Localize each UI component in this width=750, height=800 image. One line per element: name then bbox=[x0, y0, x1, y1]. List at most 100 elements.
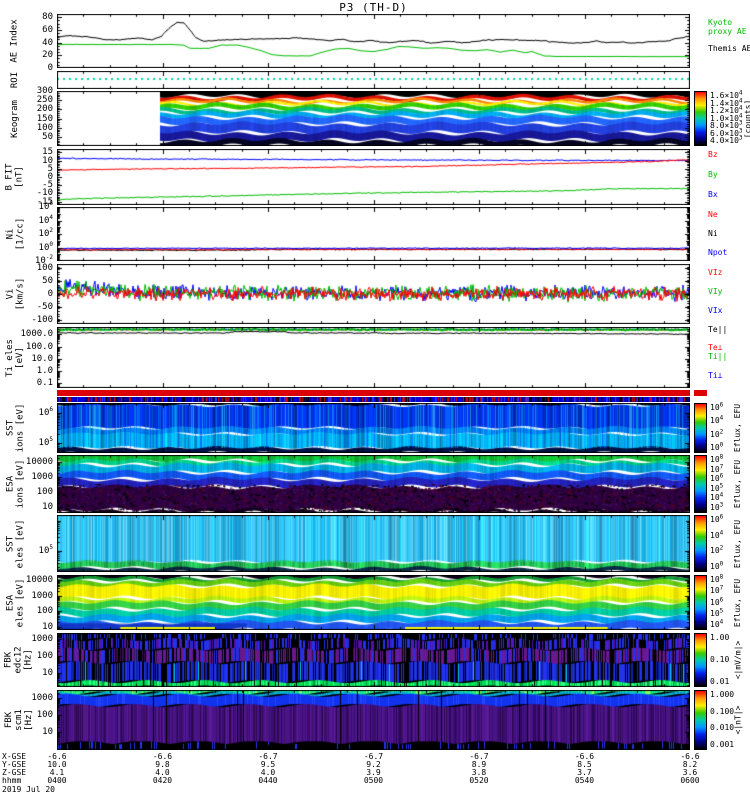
colorbar-unit-esa_ions: Eflux, EFU bbox=[733, 459, 743, 509]
ephemeris-value-y-gse-6: 8.2 bbox=[682, 760, 698, 769]
colorbar-tick-label-keogram: 6.0×103 bbox=[710, 126, 743, 138]
ytick-label-keogram: 100 bbox=[36, 122, 53, 133]
colorbar-unit-esa_eles: Eflux, EFU bbox=[733, 578, 743, 627]
ytick-label-sst_ions: 106 bbox=[38, 405, 53, 418]
ephemeris-value-y-gse-0: 10.0 bbox=[47, 760, 67, 769]
ephemeris-value-hhmm-0: 0400 bbox=[47, 776, 67, 785]
ytick-label-fbk2: 1000 bbox=[31, 693, 53, 704]
colorbar-tick-label-sst_eles: 102 bbox=[710, 544, 724, 556]
ytick-label-ae: 40 bbox=[42, 37, 53, 48]
legend-kyoto: Kyoto proxy AE bbox=[708, 18, 747, 36]
legend-te: Te|| bbox=[708, 325, 728, 334]
ytick-label-bfit: 10 bbox=[42, 155, 53, 166]
ephemeris-value-hhmm-6: 0600 bbox=[680, 776, 700, 785]
ephemeris-value-x-gse-1: -6.6 bbox=[152, 752, 173, 761]
ytick-label-temp: 100.0 bbox=[25, 341, 53, 352]
ephemeris-value-hhmm-5: 0540 bbox=[574, 776, 595, 785]
panel-canvas-flag_multi bbox=[57, 397, 690, 402]
ephemeris-value-y-gse-4: 8.9 bbox=[471, 760, 487, 769]
ephemeris-value-z-gse-0: 4.1 bbox=[49, 768, 65, 777]
legend-bx: Bx bbox=[708, 190, 718, 199]
colorbar-tick-label-sst_ions: 100 bbox=[710, 441, 724, 452]
ytick-label-vi: 0 bbox=[47, 289, 53, 299]
ytick-label-bfit: -10 bbox=[36, 188, 53, 199]
ytick-label-ni: 100 bbox=[38, 240, 53, 253]
ytick-label-ni: 102 bbox=[38, 227, 53, 239]
colorbar-tick-label-sst_ions: 104 bbox=[710, 414, 724, 426]
legend-vix: VIx bbox=[708, 306, 723, 315]
ytick-label-temp: 1.0 bbox=[36, 365, 53, 376]
legend-te: Te⊥ bbox=[708, 343, 723, 352]
legend-viy: VIy bbox=[708, 287, 723, 296]
flag-colorbar-square bbox=[694, 390, 707, 396]
colorbar-fbk2 bbox=[694, 690, 707, 750]
panel-canvas-temp bbox=[57, 327, 690, 388]
legend-ne: Ne bbox=[708, 210, 718, 219]
ephemeris-value-y-gse-5: 8.5 bbox=[577, 760, 592, 769]
ephemeris-value-y-gse-1: 9.8 bbox=[155, 760, 170, 769]
colorbar-tick-label-fbk1: 0.01 bbox=[710, 677, 730, 686]
colorbar-tick-label-fbk2: 0.100 bbox=[710, 706, 735, 716]
ytick-label-esa_eles: 1000 bbox=[31, 590, 53, 601]
colorbar-tick-label-esa_ions: 108 bbox=[710, 453, 724, 464]
colorbar-tick-label-esa_ions: 103 bbox=[710, 501, 724, 512]
legend-ti: Ti|| bbox=[708, 352, 728, 361]
colorbar-tick-label-esa_ions: 105 bbox=[710, 482, 724, 493]
ephemeris-row-label-hhmm: hhmm bbox=[2, 776, 22, 785]
legend-bz: Bz bbox=[708, 150, 718, 159]
ytick-label-vi: 50 bbox=[42, 275, 53, 286]
ephemeris-value-z-gse-3: 3.9 bbox=[366, 768, 381, 777]
panel-canvas-flag_red bbox=[57, 390, 690, 396]
ytick-label-bfit: 5 bbox=[47, 163, 53, 174]
ephemeris-value-hhmm-4: 0520 bbox=[469, 776, 489, 785]
colorbar-tick-label-fbk1: 1.00 bbox=[710, 633, 730, 642]
ytick-label-esa_eles: 100 bbox=[36, 606, 53, 617]
ytick-label-bfit: 15 bbox=[42, 147, 53, 158]
colorbar-tick-label-sst_ions: 102 bbox=[710, 428, 724, 439]
ytick-label-temp: 0.1 bbox=[36, 378, 53, 389]
colorbar-tick-label-keogram: 1.0×104 bbox=[710, 111, 743, 123]
ephemeris-value-x-gse-5: -6.6 bbox=[574, 752, 595, 761]
legend-ti: Ti⊥ bbox=[708, 371, 723, 380]
ephemeris-row-label-xgse: X-GSE bbox=[2, 752, 27, 761]
ytick-label-esa_ions: 10 bbox=[42, 502, 53, 513]
plot-title: P3 (TH-D) bbox=[339, 1, 408, 14]
colorbar-tick-label-esa_ions: 106 bbox=[710, 472, 724, 484]
ytick-label-esa_eles: 10 bbox=[42, 621, 53, 632]
ephemeris-value-y-gse-2: 9.5 bbox=[260, 760, 276, 769]
colorbar-tick-label-keogram: 1.2×104 bbox=[710, 104, 743, 115]
ytick-label-vi: -50 bbox=[36, 302, 53, 313]
colorbar-tick-label-fbk2: 0.010 bbox=[710, 723, 735, 733]
ytick-label-fbk1: 1000 bbox=[31, 633, 53, 644]
panel-canvas-esa_ions bbox=[57, 455, 690, 513]
ephemeris-value-x-gse-6: -6.6 bbox=[680, 752, 700, 761]
panel-canvas-vi bbox=[57, 264, 690, 324]
colorbar-fbk1 bbox=[694, 633, 707, 687]
ephemeris-value-hhmm-1: 0420 bbox=[152, 776, 173, 785]
ephemeris-value-z-gse-5: 3.7 bbox=[577, 768, 592, 777]
colorbar-esa_ions bbox=[694, 455, 707, 513]
legend-viz: VIz bbox=[708, 268, 723, 277]
legend-themisae: Themis AE bbox=[708, 44, 750, 53]
colorbar-sst_eles bbox=[694, 515, 707, 572]
panel-canvas-bfit bbox=[57, 149, 690, 205]
colorbar-tick-label-esa_eles: 108 bbox=[710, 573, 724, 584]
panel-canvas-keogram bbox=[57, 91, 690, 146]
ytick-label-keogram: 50 bbox=[42, 131, 53, 142]
panel-canvas-ni bbox=[57, 207, 690, 261]
panel-canvas-roi bbox=[57, 71, 690, 89]
colorbar-esa_eles bbox=[694, 575, 707, 630]
ytick-label-fbk1: 10 bbox=[42, 667, 53, 678]
ytick-label-bfit: -15 bbox=[36, 196, 53, 207]
ephemeris-value-z-gse-4: 3.8 bbox=[471, 768, 487, 777]
colorbar-tick-label-keogram: 8.0×103 bbox=[710, 119, 743, 130]
ytick-label-sst_ions: 105 bbox=[38, 436, 53, 449]
colorbar-tick-label-sst_ions: 106 bbox=[710, 401, 724, 412]
ytick-label-vi: 100 bbox=[36, 262, 53, 273]
colorbar-tick-label-keogram: 1.4×104 bbox=[710, 96, 743, 108]
colorbar-unit-sst_eles: Eflux, EFU bbox=[733, 519, 743, 568]
ytick-label-esa_ions: 10000 bbox=[25, 457, 53, 468]
colorbar-unit-sst_ions: Eflux, EFU bbox=[733, 403, 743, 453]
ephemeris-value-hhmm-3: 0500 bbox=[363, 776, 384, 785]
colorbar-tick-label-sst_eles: 106 bbox=[710, 513, 724, 524]
